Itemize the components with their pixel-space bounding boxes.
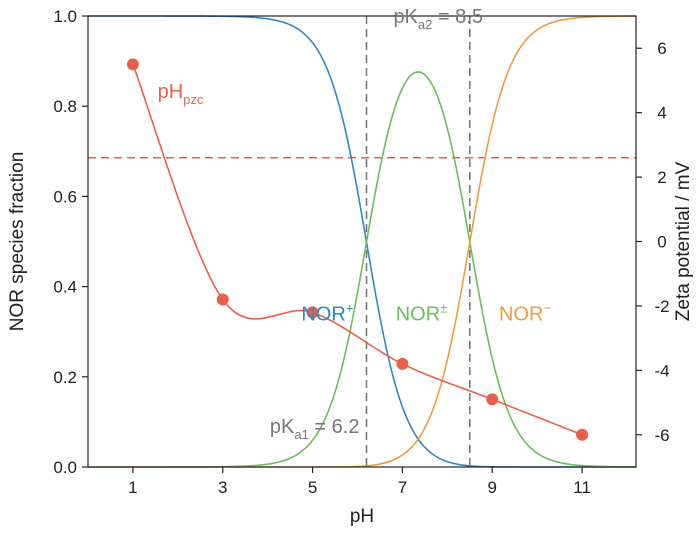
zeta-point-6 [576,428,589,441]
y-left-tick-label: 0.0 [53,458,77,477]
y-left-tick-label: 1.0 [53,7,77,26]
zeta-series [126,58,589,441]
x-tick-label: 7 [398,478,407,497]
pka-label-1: pKa1 = 6.2 [270,416,360,442]
x-tick-label: 11 [573,478,591,497]
y-right-tick-label: 2 [657,168,666,187]
species-label-3: NOR− [499,300,551,325]
y-left-tick-label: 0.4 [53,278,77,297]
y-right-tick-label: 0 [657,233,666,252]
y-right-axis-title: Zeta potential / mV [673,161,694,321]
y-right-tick-label: 4 [657,104,666,123]
zeta-point-1 [126,58,139,71]
y-right-tick-label: -2 [654,297,669,316]
y-left-tick-label: 0.8 [53,97,77,116]
y-left-tick-label: 0.6 [53,187,77,206]
pka-label-2: pKa2 = 8.5 [393,6,483,32]
y-left-tick-label: 0.2 [53,368,77,387]
species-label-1: NOR+ [301,300,353,325]
zeta-point-4 [396,357,409,370]
species-label-2: NOR± [396,300,448,325]
zeta-point-2 [216,293,229,306]
y-right-tick-label: 6 [657,39,666,58]
axes: 1 3 5 7 9 11 0.0 0.2 0.4 0.6 0.8 1.0 -6 -4 -2 0 2 4 6 pH NOR… [7,7,694,527]
x-tick-label: 1 [128,478,137,497]
annotations: NOR+ NOR± NOR− pKa1 = 6.2 pKa2 = 8.5 pHpzc [158,6,551,442]
zeta-point-3 [306,306,319,319]
zeta-point-5 [486,393,499,406]
y-right-tick-label: -4 [654,361,669,380]
x-tick-label: 5 [308,478,317,497]
x-tick-label: 9 [488,478,497,497]
y-right-tick-label: -6 [654,426,669,445]
y-left-axis-title: NOR species fraction [7,152,28,332]
x-axis-title: pH [350,506,374,527]
x-tick-label: 3 [218,478,227,497]
pzc-label: pHpzc [158,81,204,107]
